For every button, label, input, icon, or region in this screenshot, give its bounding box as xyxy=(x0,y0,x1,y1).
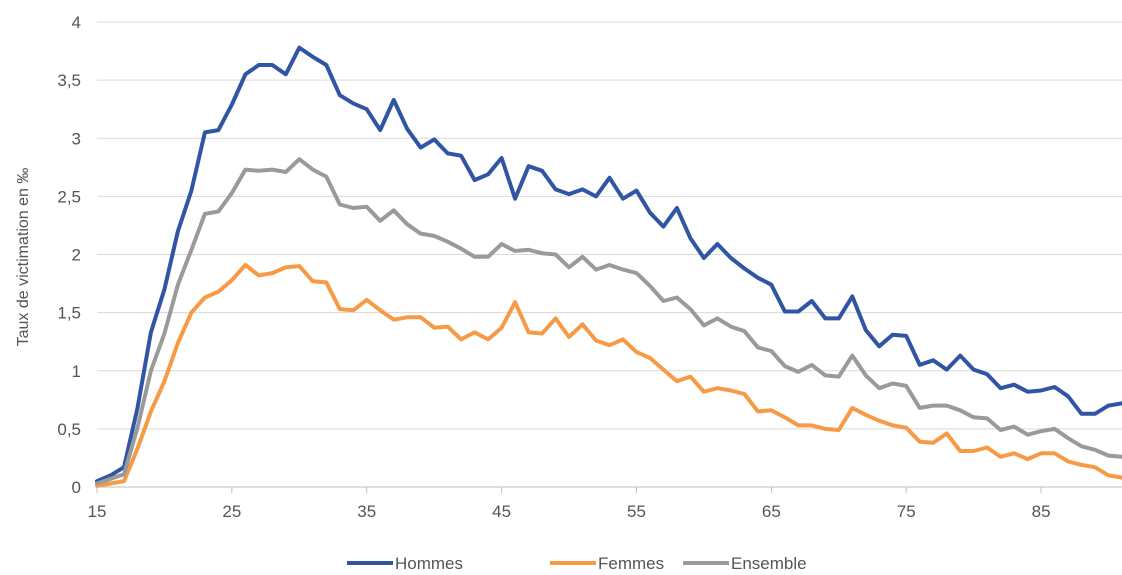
y-axis-title: Taux de victimation en ‰ xyxy=(15,168,32,347)
x-tick-label: 25 xyxy=(222,502,241,521)
x-axis-ticks xyxy=(96,487,1042,493)
x-tick-label: 85 xyxy=(1032,502,1051,521)
y-tick-label: 1,5 xyxy=(57,304,81,323)
legend: Hommes Femmes Ensemble xyxy=(347,554,807,573)
y-tick-label: 2 xyxy=(72,246,81,265)
x-tick-label: 35 xyxy=(357,502,376,521)
y-tick-label: 1 xyxy=(72,362,81,381)
x-axis-tick-labels: 15 25 35 45 55 65 75 85 xyxy=(88,502,1051,521)
y-tick-label: 0 xyxy=(72,478,81,497)
y-tick-label: 4 xyxy=(72,13,81,32)
x-tick-label: 15 xyxy=(88,502,107,521)
legend-label-hommes: Hommes xyxy=(395,554,463,573)
legend-label-ensemble: Ensemble xyxy=(731,554,807,573)
y-tick-label: 3,5 xyxy=(57,71,81,90)
series-line-ensemble xyxy=(95,157,1122,486)
series-line-femmes xyxy=(95,263,1122,488)
y-tick-label: 3 xyxy=(72,129,81,148)
series-line-hommes xyxy=(95,45,1122,484)
x-tick-label: 45 xyxy=(492,502,511,521)
x-tick-label: 75 xyxy=(897,502,916,521)
legend-label-femmes: Femmes xyxy=(598,554,664,573)
y-tick-label: 2,5 xyxy=(57,187,81,206)
x-tick-label: 65 xyxy=(762,502,781,521)
series-lines xyxy=(95,45,1122,488)
gridlines xyxy=(97,21,1122,430)
x-tick-label: 55 xyxy=(627,502,646,521)
y-axis-tick-labels: 0 0,5 1 1,5 2 2,5 3 3,5 4 xyxy=(57,13,81,497)
y-tick-label: 0,5 xyxy=(57,420,81,439)
